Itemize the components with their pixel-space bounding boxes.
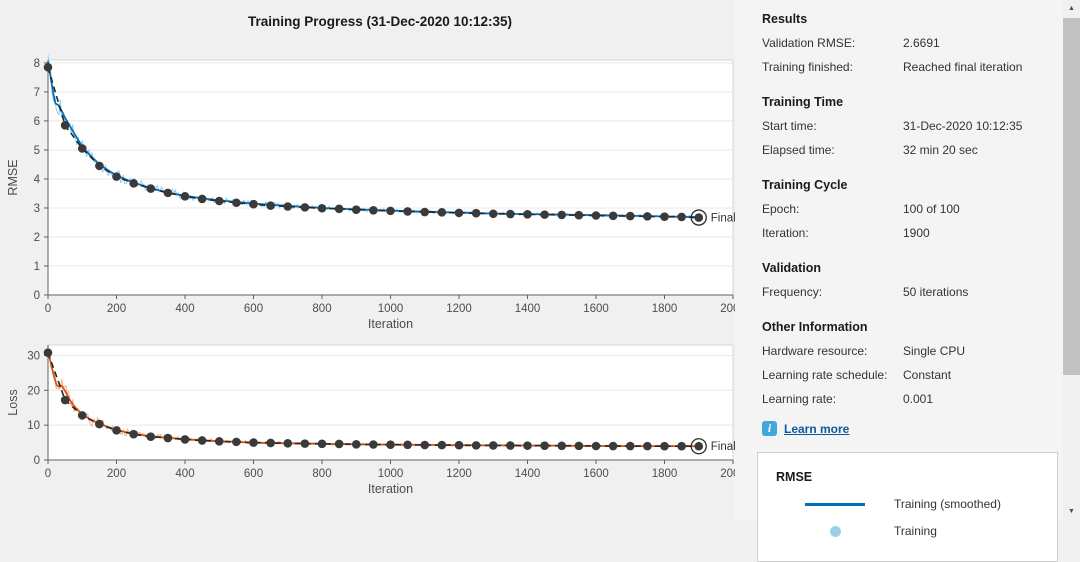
row-epoch: Epoch: 100 of 100 [762,203,1063,216]
svg-text:5: 5 [34,145,40,157]
field-value: Reached final iteration [903,60,1023,74]
svg-text:1200: 1200 [446,468,472,480]
svg-text:0: 0 [45,303,51,315]
svg-text:20: 20 [27,385,40,397]
row-hardware-resource: Hardware resource: Single CPU [762,345,1063,358]
legend-panel: RMSE Training (smoothed) Training [757,452,1058,562]
field-value: Constant [903,368,952,382]
svg-text:1: 1 [34,261,40,273]
legend-item-training: Training [776,524,1057,538]
svg-text:400: 400 [175,303,194,315]
svg-text:1600: 1600 [583,303,609,315]
svg-text:2000: 2000 [720,468,735,480]
row-training-finished: Training finished: Reached final iterati… [762,61,1063,74]
section-heading-validation: Validation [762,261,822,275]
svg-text:RMSE: RMSE [6,159,20,195]
field-value: Single CPU [903,344,966,358]
svg-text:800: 800 [312,468,331,480]
svg-text:Iteration: Iteration [368,317,413,331]
svg-text:1800: 1800 [652,468,678,480]
field-value: 0.001 [903,392,934,406]
svg-text:Final: Final [711,213,735,225]
svg-text:200: 200 [107,303,126,315]
row-start-time: Start time: 31-Dec-2020 10:12:35 [762,120,1063,133]
row-frequency: Frequency: 50 iterations [762,286,1063,299]
svg-text:800: 800 [312,303,331,315]
training-smoothed-line-icon [805,502,865,506]
section-heading-training-cycle: Training Cycle [762,178,848,192]
training-dot-icon [829,525,841,537]
svg-text:10: 10 [27,420,40,432]
svg-text:2000: 2000 [720,303,735,315]
field-value: 100 of 100 [903,202,960,216]
svg-text:Iteration: Iteration [368,482,413,496]
field-value: 31-Dec-2020 10:12:35 [903,119,1023,133]
loss-chart: 0 200 400 600 800 1000 1200 1400 1600 1800 2000 0 10… [6,344,735,496]
svg-text:Final: Final [711,441,735,453]
section-heading-other-information: Other Information [762,320,868,334]
page-title: Training Progress (31-Dec-2020 10:12:35) [247,14,513,29]
legend-item-training-smoothed: Training (smoothed) [776,497,1057,511]
legend-label: Training (smoothed) [894,497,1001,511]
learn-more-link[interactable]: i Learn more [762,421,849,436]
svg-text:1400: 1400 [515,468,541,480]
row-learning-rate: Learning rate: 0.001 [762,393,1063,406]
field-label: Start time: [762,119,817,133]
rmse-chart: 0 200 400 600 800 1000 1200 1400 1600 1800 2000 0 1 2… [6,54,735,331]
learn-more-label: Learn more [784,421,850,436]
svg-text:1600: 1600 [583,468,609,480]
field-label: Validation RMSE: [762,36,856,50]
svg-text:4: 4 [34,174,41,186]
row-elapsed-time: Elapsed time: 32 min 20 sec [762,144,1063,157]
svg-text:1400: 1400 [515,303,541,315]
svg-text:6: 6 [34,116,40,128]
svg-text:400: 400 [175,468,194,480]
svg-text:0: 0 [34,290,40,302]
svg-text:7: 7 [34,87,40,99]
field-label: Epoch: [762,202,800,216]
legend-heading: RMSE [776,470,813,484]
results-panel: Results Validation RMSE: 2.6691 Training… [735,0,1063,520]
field-label: Hardware resource: [762,344,868,358]
svg-text:3: 3 [34,203,40,215]
svg-text:30: 30 [27,350,40,362]
field-value: 1900 [903,226,930,240]
svg-text:200: 200 [107,468,126,480]
field-label: Training finished: [762,60,853,74]
svg-text:1200: 1200 [446,303,472,315]
svg-text:0: 0 [45,468,51,480]
svg-text:600: 600 [244,468,263,480]
panel-scrollbar[interactable]: ▲ ▼ [1063,0,1080,520]
scroll-down-icon[interactable]: ▼ [1063,503,1080,520]
field-label: Learning rate: [762,392,837,406]
legend-label: Training [894,524,937,538]
info-icon: i [762,421,777,436]
field-label: Frequency: [762,285,823,299]
svg-text:8: 8 [34,58,40,70]
scrollbar-thumb[interactable] [1063,18,1080,375]
row-learning-rate-schedule: Learning rate schedule: Constant [762,369,1063,382]
field-label: Elapsed time: [762,143,835,157]
training-plots-region: Training Progress (31-Dec-2020 10:12:35)… [6,14,735,496]
svg-text:Loss: Loss [6,389,20,415]
row-iteration: Iteration: 1900 [762,227,1063,240]
svg-text:1000: 1000 [378,468,404,480]
field-value: 50 iterations [903,285,969,299]
row-validation-rmse: Validation RMSE: 2.6691 [762,37,1063,50]
field-value: 32 min 20 sec [903,143,978,157]
svg-text:2: 2 [34,232,40,244]
section-heading-results: Results [762,12,808,26]
field-value: 2.6691 [903,36,940,50]
svg-text:1000: 1000 [378,303,404,315]
svg-text:0: 0 [34,455,40,467]
field-label: Learning rate schedule: [762,368,888,382]
scroll-up-icon[interactable]: ▲ [1063,0,1080,17]
svg-text:600: 600 [244,303,263,315]
svg-text:1800: 1800 [652,303,678,315]
section-heading-training-time: Training Time [762,95,844,109]
field-label: Iteration: [762,226,809,240]
